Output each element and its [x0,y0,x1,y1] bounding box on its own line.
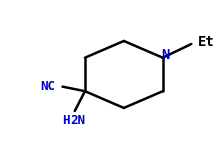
Text: 2N: 2N [71,114,86,127]
Text: NC: NC [40,80,55,93]
Text: Et: Et [197,35,214,49]
Text: N: N [162,48,170,62]
Text: H: H [62,114,70,127]
